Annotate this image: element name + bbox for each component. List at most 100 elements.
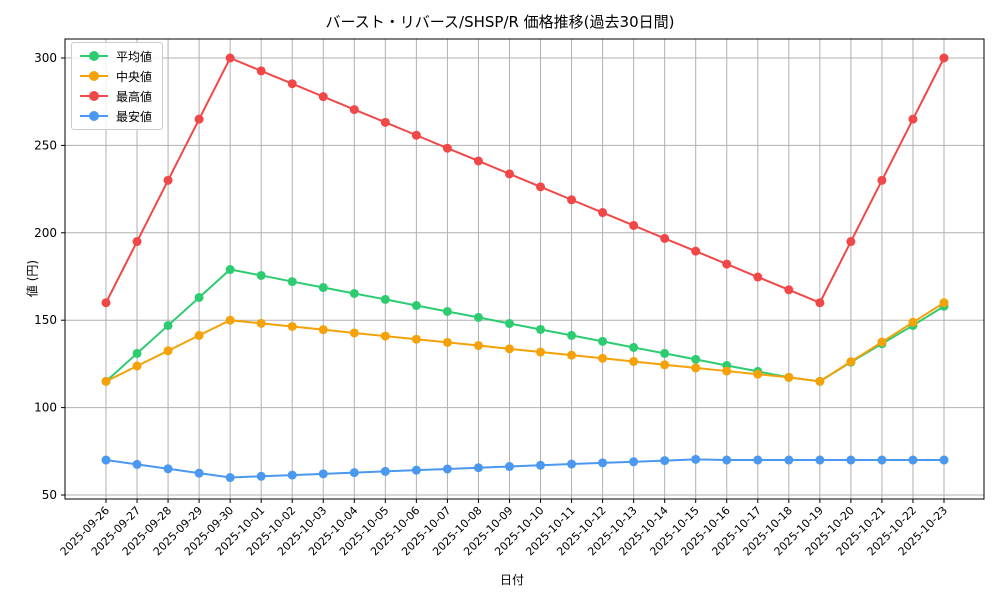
legend-label: 最安値 xyxy=(116,110,153,124)
data-point xyxy=(442,464,452,474)
legend-marker-icon xyxy=(89,51,99,61)
data-point xyxy=(536,460,546,470)
data-point xyxy=(411,130,421,140)
axes-frame xyxy=(64,38,985,500)
data-point xyxy=(877,455,887,465)
data-point xyxy=(473,463,483,473)
data-point xyxy=(349,468,359,478)
x-axis-label: 日付 xyxy=(500,573,525,587)
y-tick-label: 300 xyxy=(34,51,57,65)
data-point xyxy=(691,454,701,464)
legend-item-max: 最高値 xyxy=(76,86,162,106)
data-point xyxy=(318,92,328,102)
data-point xyxy=(567,350,577,360)
series-line xyxy=(105,301,945,383)
data-point xyxy=(598,336,608,346)
data-point xyxy=(318,469,328,479)
data-point xyxy=(877,175,887,185)
data-point xyxy=(908,317,918,327)
data-point xyxy=(411,334,421,344)
data-point xyxy=(504,344,514,354)
data-point xyxy=(442,337,452,347)
data-point xyxy=(194,468,204,478)
legend-label: 最高値 xyxy=(116,90,153,104)
data-point xyxy=(753,369,763,379)
legend-marker-icon xyxy=(89,91,99,101)
chart-title: バースト・リバース/SHSP/R 価格推移(過去30日間) xyxy=(325,13,675,31)
data-point xyxy=(318,325,328,335)
series-line xyxy=(105,56,945,305)
legend: 平均値 中央値 最高値 最安値 xyxy=(71,42,163,130)
data-point xyxy=(287,277,297,287)
data-point xyxy=(753,272,763,282)
data-point xyxy=(287,321,297,331)
y-tick-label: 50 xyxy=(42,488,57,502)
data-point xyxy=(536,347,546,357)
data-point xyxy=(660,233,670,243)
data-point xyxy=(411,301,421,311)
data-point xyxy=(815,298,825,308)
legend-label: 中央値 xyxy=(116,70,153,84)
data-point xyxy=(132,361,142,371)
series-line xyxy=(105,268,945,383)
data-point xyxy=(660,348,670,358)
data-point xyxy=(660,456,670,466)
data-point xyxy=(846,357,856,367)
y-tick-label: 100 xyxy=(34,401,57,415)
data-point xyxy=(504,169,514,179)
data-point xyxy=(939,53,949,63)
data-point xyxy=(939,298,949,308)
data-point xyxy=(536,182,546,192)
data-point xyxy=(101,376,111,386)
data-point xyxy=(629,356,639,366)
y-tick-label: 200 xyxy=(34,226,57,240)
data-point xyxy=(722,259,732,269)
data-point xyxy=(163,320,173,330)
data-point xyxy=(380,294,390,304)
data-point xyxy=(473,156,483,166)
data-point xyxy=(567,459,577,469)
data-point xyxy=(629,457,639,467)
data-point xyxy=(256,471,266,481)
data-point xyxy=(225,265,235,275)
data-point xyxy=(132,348,142,358)
data-point xyxy=(318,283,328,293)
data-point xyxy=(442,306,452,316)
y-axis-label: 値 (円) xyxy=(25,259,40,298)
legend-item-average: 平均値 xyxy=(76,46,162,66)
data-point xyxy=(846,237,856,247)
data-point xyxy=(194,114,204,124)
data-point xyxy=(349,105,359,115)
data-point xyxy=(908,455,918,465)
data-point xyxy=(536,324,546,334)
data-point xyxy=(784,455,794,465)
legend-marker-icon xyxy=(89,111,99,121)
data-point xyxy=(287,470,297,480)
data-point xyxy=(194,330,204,340)
data-point xyxy=(504,319,514,329)
data-point xyxy=(225,473,235,483)
data-point xyxy=(629,220,639,230)
data-point xyxy=(598,458,608,468)
data-point xyxy=(163,464,173,474)
data-point xyxy=(846,455,856,465)
data-point xyxy=(629,342,639,352)
data-point xyxy=(939,455,949,465)
data-point xyxy=(784,285,794,295)
data-point xyxy=(567,330,577,340)
data-point xyxy=(722,455,732,465)
data-point xyxy=(256,66,266,76)
data-point xyxy=(567,195,577,205)
data-point xyxy=(380,331,390,341)
data-point xyxy=(380,466,390,476)
data-point xyxy=(691,246,701,256)
data-point xyxy=(473,341,483,351)
data-point xyxy=(380,117,390,127)
data-point xyxy=(194,292,204,302)
data-point xyxy=(753,455,763,465)
data-point xyxy=(101,298,111,308)
data-point xyxy=(349,288,359,298)
data-point xyxy=(101,455,111,465)
data-point xyxy=(256,318,266,328)
